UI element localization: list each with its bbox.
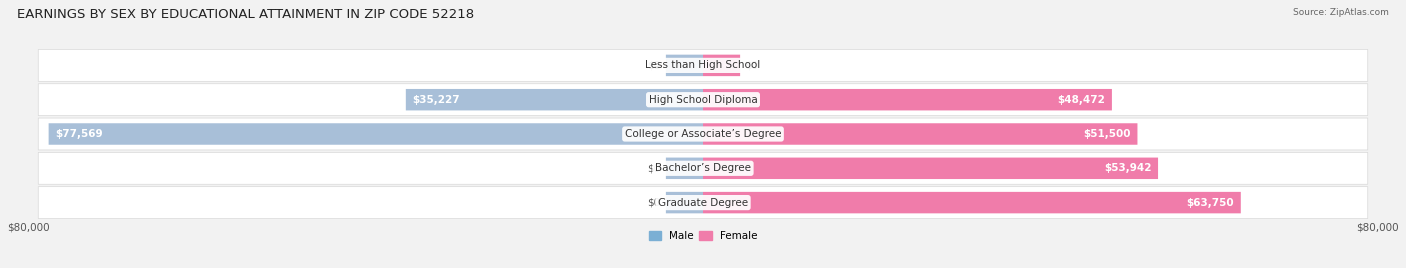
Text: $51,500: $51,500 [1083, 129, 1130, 139]
FancyBboxPatch shape [703, 55, 740, 76]
Text: $53,942: $53,942 [1104, 163, 1152, 173]
FancyBboxPatch shape [38, 84, 1368, 116]
FancyBboxPatch shape [666, 55, 703, 76]
Text: Bachelor’s Degree: Bachelor’s Degree [655, 163, 751, 173]
Legend: Male, Female: Male, Female [644, 227, 762, 245]
FancyBboxPatch shape [703, 158, 1159, 179]
FancyBboxPatch shape [38, 49, 1368, 81]
Text: $77,569: $77,569 [55, 129, 103, 139]
Text: College or Associate’s Degree: College or Associate’s Degree [624, 129, 782, 139]
Text: $0: $0 [647, 198, 661, 208]
FancyBboxPatch shape [666, 192, 703, 213]
Text: $48,472: $48,472 [1057, 95, 1105, 105]
Text: High School Diploma: High School Diploma [648, 95, 758, 105]
Text: $0: $0 [745, 60, 759, 70]
FancyBboxPatch shape [703, 89, 1112, 110]
Text: $0: $0 [647, 163, 661, 173]
FancyBboxPatch shape [666, 158, 703, 179]
Text: Source: ZipAtlas.com: Source: ZipAtlas.com [1294, 8, 1389, 17]
Text: Less than High School: Less than High School [645, 60, 761, 70]
FancyBboxPatch shape [38, 187, 1368, 219]
FancyBboxPatch shape [38, 152, 1368, 184]
FancyBboxPatch shape [703, 123, 1137, 145]
Text: $35,227: $35,227 [412, 95, 460, 105]
Text: EARNINGS BY SEX BY EDUCATIONAL ATTAINMENT IN ZIP CODE 52218: EARNINGS BY SEX BY EDUCATIONAL ATTAINMEN… [17, 8, 474, 21]
Text: Graduate Degree: Graduate Degree [658, 198, 748, 208]
Text: $0: $0 [647, 60, 661, 70]
FancyBboxPatch shape [49, 123, 703, 145]
Text: $63,750: $63,750 [1187, 198, 1234, 208]
FancyBboxPatch shape [38, 118, 1368, 150]
FancyBboxPatch shape [703, 192, 1241, 213]
FancyBboxPatch shape [406, 89, 703, 110]
